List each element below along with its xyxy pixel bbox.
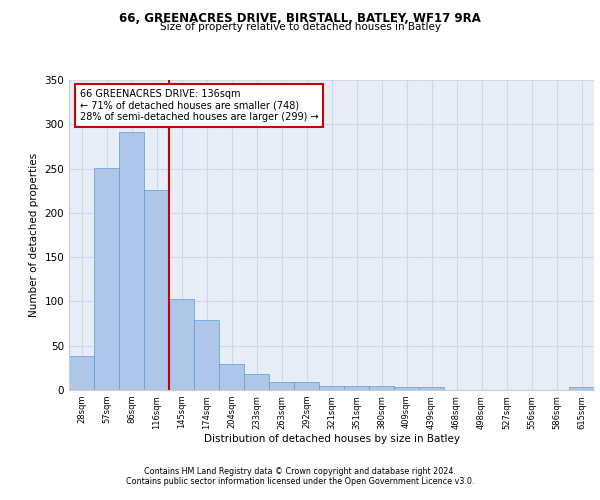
Bar bbox=[269, 382, 294, 390]
Bar bbox=[169, 299, 194, 390]
Bar bbox=[419, 388, 444, 390]
Bar bbox=[394, 388, 419, 390]
Text: Contains HM Land Registry data © Crown copyright and database right 2024.: Contains HM Land Registry data © Crown c… bbox=[144, 467, 456, 476]
X-axis label: Distribution of detached houses by size in Batley: Distribution of detached houses by size … bbox=[203, 434, 460, 444]
Bar bbox=[569, 388, 594, 390]
Bar bbox=[119, 132, 144, 390]
Text: Size of property relative to detached houses in Batley: Size of property relative to detached ho… bbox=[160, 22, 440, 32]
Y-axis label: Number of detached properties: Number of detached properties bbox=[29, 153, 39, 317]
Text: 66 GREENACRES DRIVE: 136sqm
← 71% of detached houses are smaller (748)
28% of se: 66 GREENACRES DRIVE: 136sqm ← 71% of det… bbox=[79, 90, 318, 122]
Bar bbox=[69, 356, 94, 390]
Bar bbox=[244, 374, 269, 390]
Bar bbox=[294, 382, 319, 390]
Text: 66, GREENACRES DRIVE, BIRSTALL, BATLEY, WF17 9RA: 66, GREENACRES DRIVE, BIRSTALL, BATLEY, … bbox=[119, 12, 481, 26]
Bar bbox=[219, 364, 244, 390]
Bar bbox=[369, 386, 394, 390]
Bar bbox=[344, 386, 369, 390]
Bar bbox=[94, 168, 119, 390]
Bar bbox=[144, 190, 169, 390]
Bar bbox=[319, 386, 344, 390]
Bar bbox=[194, 320, 219, 390]
Text: Contains public sector information licensed under the Open Government Licence v3: Contains public sector information licen… bbox=[126, 477, 474, 486]
